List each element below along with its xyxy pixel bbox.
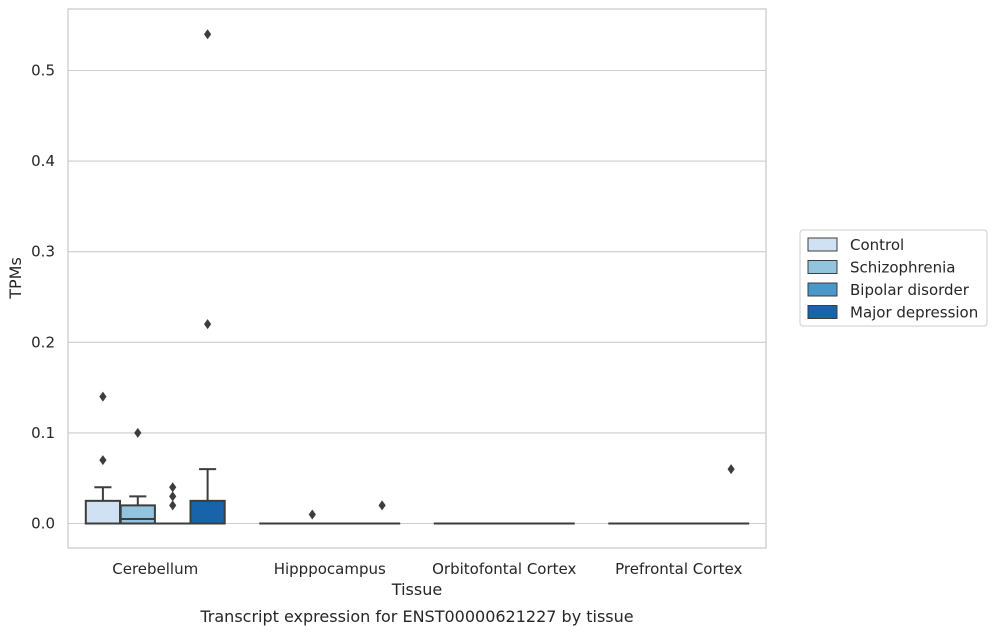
legend-swatch <box>807 305 838 319</box>
x-tick-label: Cerebellum <box>112 560 198 578</box>
legend-swatch <box>807 282 838 297</box>
box-major-depression <box>363 500 401 525</box>
x-tick-label: Hipppocampus <box>274 560 386 578</box>
y-tick-label: 0.0 <box>31 515 55 533</box>
box-bipolar-disorder <box>154 482 191 525</box>
legend-items: Control Schizophrenia Bipolar disorder Majo… <box>807 236 978 322</box>
legend-label: Bipolar disorder <box>850 281 970 299</box>
outlier-point <box>308 509 316 520</box>
y-tick-label: 0.4 <box>31 152 55 170</box>
legend-swatch <box>807 260 838 274</box>
y-tick-labels: 0.0 0.1 0.2 0.3 0.4 0.5 <box>31 62 55 533</box>
y-tick-label: 0.2 <box>31 333 55 351</box>
x-axis-label: Tissue <box>391 580 442 599</box>
y-tick-label: 0.5 <box>31 62 55 80</box>
box-body <box>84 499 122 525</box>
x-tick-label: Prefrontal Cortex <box>615 560 742 578</box>
grid-lines <box>68 69 766 525</box>
plot-frame <box>67 8 767 549</box>
y-axis-label: TPMs <box>6 257 25 300</box>
box-schizophrenia <box>119 427 156 525</box>
outlier-point <box>169 491 177 502</box>
outlier-point <box>99 455 107 466</box>
box-body <box>119 504 156 525</box>
outlier-point <box>134 427 142 438</box>
legend-label: Major depression <box>850 304 978 322</box>
legend-label: Schizophrenia <box>850 259 955 277</box>
x-tick-labels: Cerebellum Hipppocampus Orbitofontal Corte… <box>112 560 742 578</box>
outlier-point <box>99 391 107 402</box>
y-tick-label: 0.1 <box>31 424 55 442</box>
chart-caption: Transcript expression for ENST0000062122… <box>199 607 633 626</box>
outlier-point <box>169 482 177 493</box>
outlier-point <box>378 500 386 511</box>
y-tick-label: 0.3 <box>31 243 55 261</box>
legend-frame <box>799 229 988 327</box>
legend-swatch <box>807 237 838 252</box>
outlier-point <box>204 29 212 40</box>
outlier-point <box>204 319 212 330</box>
outlier-point <box>727 464 735 475</box>
box-layer <box>84 29 750 525</box>
box-schizophrenia <box>294 509 331 525</box>
box-body <box>189 499 226 525</box>
legend-label: Control <box>850 236 904 254</box>
outlier-point <box>169 500 177 511</box>
x-tick-label: Orbitofontal Cortex <box>432 560 576 578</box>
box-major-depression <box>712 464 750 525</box>
box-major-depression <box>189 29 226 525</box>
box-control <box>84 391 122 525</box>
legend: Control Schizophrenia Bipolar disorder Majo… <box>799 229 988 327</box>
